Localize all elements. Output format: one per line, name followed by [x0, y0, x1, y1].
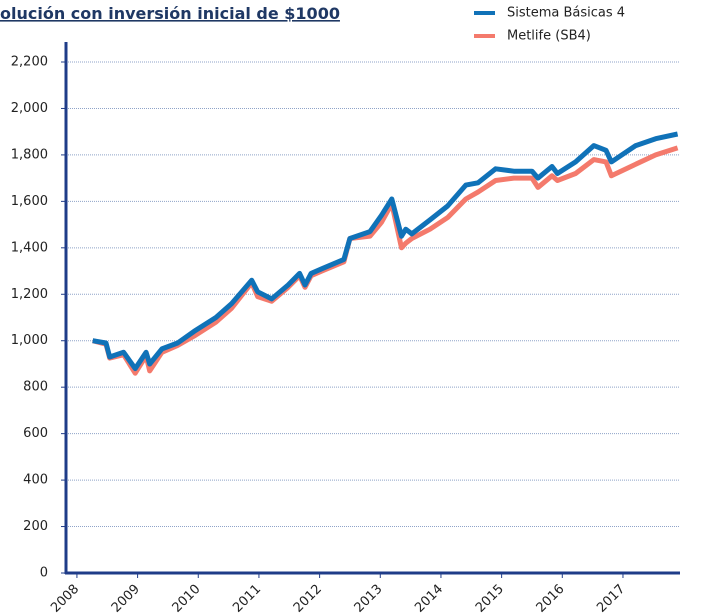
x-tick-label: 2017 — [594, 582, 628, 613]
y-tick-label: 800 — [23, 380, 48, 395]
x-tick-label: 2008 — [48, 582, 82, 613]
y-tick-label: 200 — [23, 519, 48, 534]
y-tick-label: 0 — [40, 566, 48, 581]
y-tick-label: 1,600 — [11, 194, 48, 209]
y-tick-label: 400 — [23, 473, 48, 488]
series-line — [92, 131, 679, 372]
y-tick-label: 1,800 — [11, 147, 48, 162]
y-tick-label: 2,200 — [11, 55, 48, 70]
y-tick-label: 600 — [23, 426, 48, 441]
x-tick-label: 2015 — [473, 582, 507, 613]
y-tick-label: 1,000 — [11, 333, 48, 348]
legend-label: Metlife (SB4) — [507, 29, 591, 44]
x-tick-label: 2011 — [230, 582, 264, 613]
chart-title: olución con inversión inicial de $1000 — [0, 4, 340, 23]
x-tick-label: 2013 — [352, 582, 386, 613]
x-tick-label: 2014 — [412, 582, 446, 613]
y-tick-label: 1,400 — [11, 240, 48, 255]
x-tick-label: 2012 — [291, 582, 325, 613]
series-line — [92, 145, 679, 376]
x-tick-label: 2016 — [534, 582, 568, 613]
x-tick-label: 2010 — [170, 582, 204, 613]
y-tick-label: 1,200 — [11, 287, 48, 302]
y-tick-label: 2,000 — [11, 101, 48, 116]
legend-label: Sistema Básicas 4 — [507, 6, 625, 21]
x-tick-label: 2009 — [109, 582, 143, 613]
